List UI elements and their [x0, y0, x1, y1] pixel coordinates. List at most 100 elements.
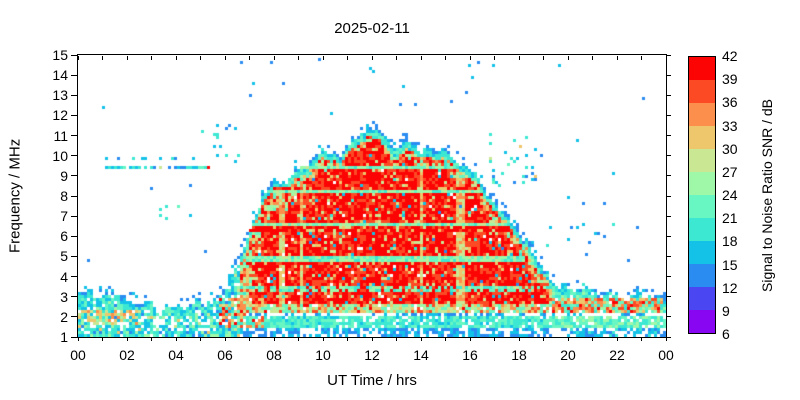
y-tick-left — [71, 175, 78, 177]
y-tick-left — [71, 276, 78, 278]
x-tick-bottom — [567, 337, 569, 341]
y-tick-label: 7 — [60, 208, 68, 225]
y-tick-right — [666, 54, 671, 56]
y-tick-left — [71, 296, 78, 298]
x-tick-bottom — [175, 337, 177, 341]
colorbar-band — [689, 80, 715, 103]
x-tick-top — [567, 56, 569, 60]
colorbar-band — [689, 126, 715, 149]
colorbar-tick-label: 27 — [722, 163, 738, 180]
colorbar-tick-label: 36 — [722, 94, 738, 111]
colorbar-band — [689, 310, 715, 333]
colorbar-axis-title: Signal to Noise Ratio SNR / dB — [759, 99, 775, 293]
x-tick-top — [469, 56, 471, 60]
x-tick-top — [592, 56, 593, 60]
y-tick-label: 2 — [60, 308, 68, 325]
x-tick-bottom — [371, 337, 373, 341]
y-axis-title: Frequency / MHz — [6, 138, 24, 254]
x-tick-top — [665, 56, 667, 60]
y-tick-label: 13 — [52, 87, 68, 104]
x-tick-bottom — [396, 337, 397, 341]
x-tick-top — [298, 56, 299, 60]
y-tick-left — [71, 195, 78, 197]
x-tick-top — [77, 56, 79, 60]
colorbar-band — [689, 57, 715, 80]
y-tick-right — [666, 276, 671, 278]
x-tick-bottom — [200, 337, 201, 341]
y-tick-left — [71, 135, 78, 137]
x-tick-top — [249, 56, 250, 60]
x-tick-top — [126, 56, 128, 60]
colorbar-band — [689, 103, 715, 126]
x-tick-top — [224, 56, 226, 60]
colorbar-band — [689, 241, 715, 264]
x-tick-label: 06 — [217, 347, 233, 363]
x-tick-bottom — [322, 337, 324, 341]
x-tick-label: 12 — [364, 347, 380, 363]
x-tick-bottom — [102, 337, 103, 341]
x-tick-top — [518, 56, 520, 60]
colorbar-tick-label: 33 — [722, 117, 738, 134]
y-tick-label: 10 — [52, 147, 68, 164]
colorbar-tick-label: 18 — [722, 233, 738, 250]
y-tick-label: 14 — [52, 67, 68, 84]
x-tick-bottom — [347, 337, 348, 341]
y-tick-label: 4 — [60, 268, 68, 285]
x-tick-bottom — [665, 337, 667, 341]
x-tick-top — [420, 56, 422, 60]
y-tick-left — [71, 94, 78, 96]
x-tick-bottom — [151, 337, 152, 341]
x-tick-top — [102, 56, 103, 60]
colorbar-tick-label: 15 — [722, 256, 738, 273]
x-tick-label: 02 — [119, 347, 135, 363]
x-tick-top — [543, 56, 544, 60]
x-tick-top — [200, 56, 201, 60]
heatmap-canvas — [78, 55, 666, 337]
y-tick-right — [666, 255, 671, 257]
x-tick-label: 08 — [266, 347, 282, 363]
y-tick-right — [666, 316, 671, 318]
colorbar-tick-label: 12 — [722, 279, 738, 296]
colorbar-tick-label: 21 — [722, 210, 738, 227]
y-tick-left — [71, 336, 78, 338]
x-tick-bottom — [445, 337, 446, 341]
colorbar-band — [689, 195, 715, 218]
x-tick-top — [445, 56, 446, 60]
x-tick-bottom — [616, 337, 618, 341]
x-tick-top — [175, 56, 177, 60]
y-tick-label: 1 — [60, 329, 68, 345]
colorbar-tick-label: 30 — [722, 140, 738, 157]
x-tick-bottom — [77, 337, 79, 341]
x-tick-bottom — [126, 337, 128, 341]
x-tick-top — [322, 56, 324, 60]
y-tick-right — [666, 296, 671, 298]
colorbar-band — [689, 172, 715, 195]
x-tick-label: 18 — [511, 347, 527, 363]
colorbar-band — [689, 149, 715, 172]
y-tick-left — [71, 54, 78, 56]
y-tick-right — [666, 215, 671, 217]
x-tick-top — [494, 56, 495, 60]
x-tick-label: 14 — [413, 347, 429, 363]
x-tick-bottom — [641, 337, 642, 341]
x-tick-label: 20 — [560, 347, 576, 363]
x-tick-bottom — [224, 337, 226, 341]
y-tick-right — [666, 336, 671, 338]
y-tick-label: 8 — [60, 188, 68, 204]
y-tick-right — [666, 235, 671, 237]
x-tick-bottom — [469, 337, 471, 341]
y-tick-right — [666, 155, 671, 157]
colorbar-tick-label: 39 — [722, 71, 738, 88]
x-tick-top — [347, 56, 348, 60]
x-tick-label: 10 — [315, 347, 331, 363]
y-tick-label: 3 — [60, 288, 68, 305]
x-tick-top — [396, 56, 397, 60]
colorbar-band — [689, 287, 715, 310]
x-tick-label: 04 — [168, 347, 184, 363]
y-tick-left — [71, 215, 78, 217]
colorbar-tick-label: 6 — [722, 326, 730, 342]
y-tick-right — [666, 74, 671, 76]
colorbar-band — [689, 264, 715, 287]
x-tick-top — [371, 56, 373, 60]
